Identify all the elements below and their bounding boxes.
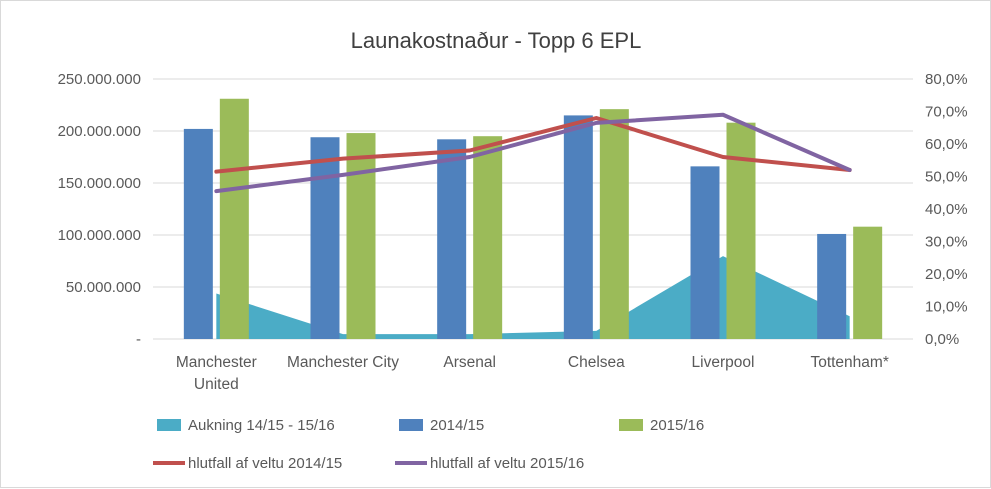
y-axis-left: - 50.000.000 100.000.000 150.000.000 200.000… (58, 71, 141, 348)
y-left-tick-label: 50.000.000 (66, 279, 141, 296)
x-axis-labels: Manchester United Manchester City Arsenal Ch… (176, 354, 889, 393)
y-left-tick-label: - (136, 331, 141, 348)
legend-label: 2015/16 (650, 417, 704, 434)
y-right-tick-label: 20,0% (925, 266, 968, 283)
x-category-label: Arsenal (443, 354, 496, 371)
y-right-tick-label: 50,0% (925, 169, 968, 186)
y-left-tick-label: 200.000.000 (58, 123, 141, 140)
bar-2014-15 (183, 128, 213, 339)
line-hlutfall-2015-16 (214, 112, 852, 194)
bar-2014-15 (310, 137, 340, 339)
bar-2015-16 (726, 122, 756, 340)
y-axis-right: 0,0% 10,0% 20,0% 30,0% 40,0% 50,0% 60,0% 70,0% 8… (925, 71, 968, 348)
bar-2014-15 (437, 139, 467, 339)
legend-label: hlutfall af veltu 2015/16 (430, 455, 584, 472)
legend-label: hlutfall af veltu 2014/15 (188, 455, 342, 472)
bar-2014-15 (817, 233, 847, 339)
y-left-tick-label: 150.000.000 (58, 175, 141, 192)
x-category-label: Chelsea (568, 354, 625, 371)
bar-2014-15 (563, 115, 593, 340)
x-category-label: Manchester United (176, 354, 257, 393)
y-right-tick-label: 70,0% (925, 104, 968, 121)
bar-2015-16 (346, 133, 376, 339)
legend-label: Aukning 14/15 - 15/16 (188, 417, 335, 434)
legend: Aukning 14/15 - 15/16 2014/15 2015/16 hlutf… (153, 417, 704, 472)
y-right-tick-label: 40,0% (925, 201, 968, 218)
bar-2015-16 (473, 136, 503, 339)
y-right-tick-label: 10,0% (925, 299, 968, 316)
x-category-label: Liverpool (692, 354, 755, 371)
y-left-tick-label: 100.000.000 (58, 227, 141, 244)
chart-title: Launakostnaður - Topp 6 EPL (351, 28, 642, 53)
bar-2015-16 (853, 226, 883, 339)
legend-swatch (399, 419, 423, 431)
x-category-label: Manchester City (287, 354, 399, 371)
y-left-tick-label: 250.000.000 (58, 71, 141, 88)
y-right-tick-label: 80,0% (925, 71, 968, 88)
y-right-tick-label: 0,0% (925, 331, 959, 348)
legend-swatch (157, 419, 181, 431)
bar-2014-15 (690, 166, 720, 339)
line-hlutfall-2014-15 (214, 116, 852, 174)
line-series (214, 112, 852, 194)
legend-label: 2014/15 (430, 417, 484, 434)
y-right-tick-label: 60,0% (925, 136, 968, 153)
legend-swatch (619, 419, 643, 431)
bar-2015-16 (599, 109, 629, 339)
y-right-tick-label: 30,0% (925, 234, 968, 251)
x-category-label: Tottenham* (810, 354, 888, 371)
bar-2015-16 (219, 98, 249, 339)
